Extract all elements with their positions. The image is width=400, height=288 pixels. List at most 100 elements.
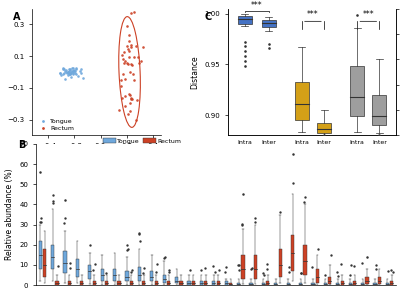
Point — [334, 273, 341, 278]
Point — [359, 261, 365, 266]
Point — [124, 24, 130, 28]
Point — [239, 222, 246, 227]
Bar — [250, 283, 252, 285]
Point — [242, 40, 248, 44]
Point — [65, 69, 71, 74]
Point — [62, 216, 68, 220]
Point — [121, 61, 128, 66]
Point — [70, 72, 76, 77]
Point — [216, 268, 222, 272]
Point — [264, 267, 271, 271]
Point — [67, 71, 74, 76]
Point — [266, 42, 272, 46]
Bar — [130, 281, 133, 285]
Point — [240, 192, 246, 197]
Point — [65, 73, 72, 78]
Point — [125, 246, 131, 251]
Bar — [238, 16, 252, 24]
Point — [62, 67, 69, 72]
Bar — [138, 267, 141, 281]
Point — [161, 254, 168, 259]
Text: A: A — [13, 12, 20, 22]
Point — [120, 57, 126, 61]
Point — [261, 273, 268, 277]
Point — [127, 101, 133, 105]
Point — [103, 271, 109, 275]
Point — [334, 270, 340, 274]
Point — [116, 107, 123, 112]
Bar — [192, 281, 195, 285]
Bar — [64, 251, 67, 273]
Point — [128, 61, 134, 66]
Point — [122, 94, 128, 98]
Bar — [312, 283, 314, 285]
Point — [286, 270, 292, 274]
Point — [67, 71, 73, 75]
Point — [125, 47, 131, 52]
Point — [69, 69, 75, 73]
Bar — [105, 281, 108, 285]
Point — [242, 64, 248, 69]
Point — [71, 69, 78, 73]
Point — [38, 220, 44, 224]
Point — [73, 65, 80, 70]
Point — [128, 96, 134, 101]
Point — [68, 75, 74, 79]
Point — [50, 198, 56, 203]
Point — [347, 272, 354, 277]
Point — [198, 268, 204, 272]
Point — [72, 71, 78, 75]
Bar — [43, 249, 46, 277]
Point — [354, 13, 360, 17]
Point — [136, 60, 143, 65]
Point — [260, 271, 266, 275]
Bar — [242, 255, 244, 279]
Point — [68, 69, 74, 74]
Legend: Bray-Curtis distance, Total abundance of tongue ASVs (%), Percentage of tongue A: Bray-Curtis distance, Total abundance of… — [180, 166, 325, 183]
Point — [57, 70, 63, 75]
Bar — [167, 281, 170, 285]
Bar — [88, 265, 92, 279]
Point — [37, 220, 43, 224]
Text: ***: *** — [307, 10, 319, 19]
Text: ***: *** — [251, 1, 262, 10]
Point — [122, 104, 128, 108]
Point — [127, 92, 134, 97]
Bar — [101, 269, 104, 281]
Point — [137, 238, 144, 243]
Point — [322, 272, 328, 277]
Point — [130, 72, 136, 77]
Point — [242, 54, 248, 58]
Point — [66, 69, 72, 73]
Bar — [291, 235, 294, 271]
Point — [236, 263, 242, 267]
Point — [376, 132, 382, 137]
Point — [126, 91, 132, 96]
Bar — [126, 271, 129, 281]
Bar — [254, 255, 257, 279]
Point — [75, 74, 81, 78]
Point — [128, 96, 134, 100]
Point — [119, 53, 125, 58]
Point — [66, 72, 72, 77]
Point — [126, 109, 133, 113]
Point — [130, 10, 137, 14]
Point — [290, 181, 296, 185]
Point — [133, 118, 140, 122]
Bar — [390, 281, 393, 285]
Point — [222, 270, 228, 275]
Point — [122, 59, 128, 63]
Point — [57, 71, 63, 76]
Bar — [317, 123, 331, 133]
Point — [210, 264, 216, 268]
Bar — [295, 82, 309, 120]
Point — [79, 75, 86, 80]
Bar — [350, 66, 364, 116]
Point — [73, 71, 79, 76]
Bar — [188, 281, 190, 285]
Bar — [299, 283, 302, 285]
Point — [126, 49, 133, 54]
Bar — [361, 283, 364, 285]
Bar — [262, 20, 276, 27]
Point — [187, 267, 193, 272]
